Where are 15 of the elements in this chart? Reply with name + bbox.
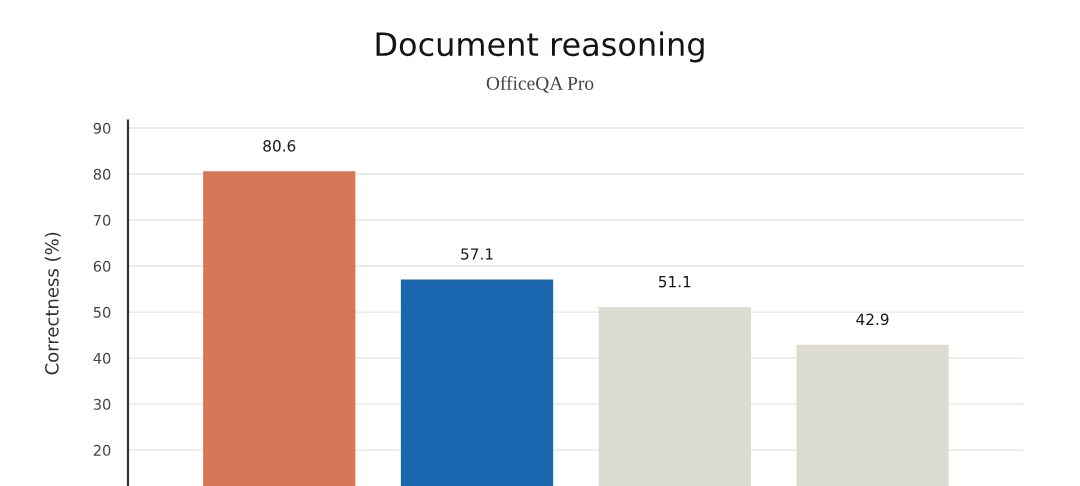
y-axis-title: Correctness (%) xyxy=(44,232,61,375)
data-label: 51.1 xyxy=(658,276,691,288)
data-label: 42.9 xyxy=(856,313,889,326)
data-label: 57.1 xyxy=(461,248,493,260)
y-tick-label: 20 xyxy=(93,444,111,456)
y-tick-label: 70 xyxy=(93,214,111,226)
chart-subtitle: OfficeQA Pro xyxy=(486,75,594,93)
data-label: 80.6 xyxy=(263,140,296,152)
y-tick-label: 90 xyxy=(93,122,111,134)
y-tick-label: 40 xyxy=(93,352,111,364)
y-tick-label: 50 xyxy=(93,306,111,318)
y-tick-label: 80 xyxy=(93,168,111,180)
y-tick-label: 30 xyxy=(93,398,111,410)
chart-title: Document reasoning xyxy=(376,31,704,63)
y-tick-label: 60 xyxy=(93,260,111,272)
